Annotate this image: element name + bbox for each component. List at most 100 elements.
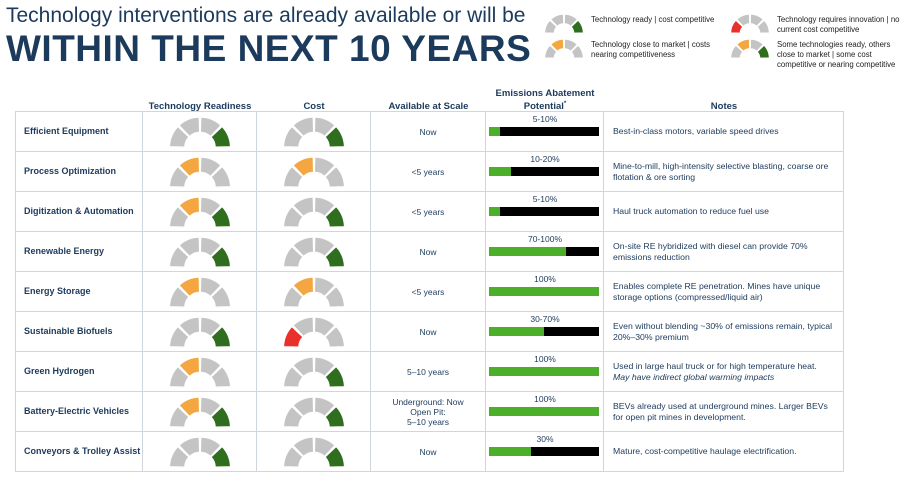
gauge-segment-3 [313, 316, 336, 338]
gauge-segment-4 [209, 165, 231, 188]
readiness-gauge-icon [168, 396, 231, 428]
readiness-gauge-icon [168, 116, 231, 148]
gauge-segment-2 [291, 276, 314, 298]
gauge-segment-2 [177, 396, 200, 418]
readiness-gauge-icon [168, 156, 231, 188]
gauge-segment-4 [756, 19, 770, 34]
table-row: Efficient Equipment Now 5-10% Best-in-class… [15, 112, 844, 152]
gauge-segment-2 [177, 236, 200, 258]
emissions-bar [489, 447, 599, 456]
technology-name: Sustainable Biofuels [15, 312, 143, 351]
gauge-segment-3 [199, 236, 222, 258]
table-row: Green Hydrogen 5–10 years 100% Used in larg… [15, 352, 844, 392]
cost-cell [257, 432, 371, 471]
gauge-segment-3 [313, 156, 336, 178]
gauge-segment-4 [323, 125, 345, 148]
table-row: Renewable Energy Now 70-100% On-site RE hyb… [15, 232, 844, 272]
readiness-cell [143, 152, 257, 191]
gauge-segment-4 [209, 445, 231, 468]
notes-cell: Haul truck automation to reduce fuel use [604, 192, 844, 231]
gauge-segment-4 [323, 325, 345, 348]
cost-gauge-icon [282, 316, 345, 348]
table-row: Digitization & Automation <5 years 5-10% Ha… [15, 192, 844, 232]
technology-name: Battery-Electric Vehicles [15, 392, 143, 431]
technology-name: Energy Storage [15, 272, 143, 311]
emissions-cell: 5-10% [486, 192, 604, 231]
gauge-segment-3 [199, 396, 222, 418]
emissions-percent: 100% [534, 354, 556, 364]
legend-label: Some technologies ready, others close to… [777, 40, 896, 69]
readiness-cell [143, 232, 257, 271]
available-at-scale: Underground: Now Open Pit: 5–10 years [371, 392, 486, 431]
gauge-segment-4 [209, 205, 231, 228]
gauge-segment-3 [199, 156, 222, 178]
emissions-cell: 100% [486, 392, 604, 431]
emissions-bar [489, 287, 599, 296]
gauge-segment-2 [291, 116, 314, 138]
gauge-segment-4 [323, 165, 345, 188]
readiness-cell [143, 192, 257, 231]
notes-cell: On-site RE hybridized with diesel can pr… [604, 232, 844, 271]
gauge-segment-4 [209, 325, 231, 348]
gauge-segment-4 [209, 365, 231, 388]
gauge-segment-2 [291, 236, 314, 258]
emissions-cell: 100% [486, 272, 604, 311]
gauge-segment-4 [323, 405, 345, 428]
cost-gauge-icon [282, 436, 345, 468]
table-row: Process Optimization <5 years 10-20% Mine-t… [15, 152, 844, 192]
gauge-segment-4 [756, 44, 770, 59]
header-emissions: Emissions Abatement Potential* [486, 82, 604, 112]
legend-label: Technology ready | cost competitive [591, 15, 715, 24]
gauge-segment-4 [323, 205, 345, 228]
page-title: WITHIN THE NEXT 10 YEARS [6, 28, 532, 69]
legend-item-ready: Technology ready | cost competitive [544, 12, 734, 34]
notes-text: Enables complete RE penetration. Mines h… [613, 280, 821, 302]
gauge-segment-3 [313, 396, 336, 418]
notes-cell: Mine-to-mill, high-intensity selective b… [604, 152, 844, 191]
notes-text: On-site RE hybridized with diesel can pr… [613, 240, 808, 262]
emissions-cell: 100% [486, 352, 604, 391]
emissions-percent: 100% [534, 274, 556, 284]
gauge-segment-1 [168, 285, 190, 308]
header-cost: Cost [303, 101, 325, 112]
gauge-segment-1 [168, 205, 190, 228]
notes-cell: Mature, cost-competitive haulage electri… [604, 432, 844, 471]
cost-cell [257, 272, 371, 311]
subtitle: Technology interventions are already ava… [6, 4, 526, 27]
gauge-segment-4 [323, 285, 345, 308]
available-at-scale: <5 years [371, 192, 486, 231]
notes-text: Even without blending ~30% of emissions … [613, 320, 832, 342]
gauge-segment-1 [168, 165, 190, 188]
readiness-cell [143, 432, 257, 471]
gauge-segment-2 [291, 396, 314, 418]
header-emissions-label: Emissions Abatement Potential [495, 87, 595, 112]
header-notes: Notes [710, 101, 738, 112]
emissions-percent: 5-10% [532, 194, 558, 204]
gauge-segment-2 [177, 116, 200, 138]
readiness-cell [143, 312, 257, 351]
available-at-scale: Now [371, 432, 486, 471]
emissions-percent: 100% [534, 394, 556, 404]
gauge-segment-3 [199, 356, 222, 378]
cost-gauge-icon [282, 116, 345, 148]
gauge-segment-4 [570, 19, 584, 34]
gauge-segment-3 [313, 356, 336, 378]
gauge-segment-2 [291, 196, 314, 218]
available-at-scale: <5 years [371, 152, 486, 191]
gauge-segment-2 [177, 356, 200, 378]
emissions-bar [489, 167, 599, 176]
emissions-bar-fill [489, 447, 531, 456]
available-at-scale: 5–10 years [371, 352, 486, 391]
table-row: Conveyors & Trolley Assist Now 30% Mature, … [15, 432, 844, 472]
readiness-gauge-icon [168, 436, 231, 468]
emissions-percent: 30-70% [530, 314, 560, 324]
notes-text: Used in large haul truck or for high tem… [613, 360, 817, 371]
gauge-segment-2 [291, 436, 314, 458]
emissions-cell: 70-100% [486, 232, 604, 271]
emissions-cell: 10-20% [486, 152, 604, 191]
gauge-segment-3 [313, 236, 336, 258]
cost-gauge-icon [282, 156, 345, 188]
gauge-segment-1 [168, 325, 190, 348]
emissions-bar [489, 207, 599, 216]
gauge-segment-4 [209, 285, 231, 308]
